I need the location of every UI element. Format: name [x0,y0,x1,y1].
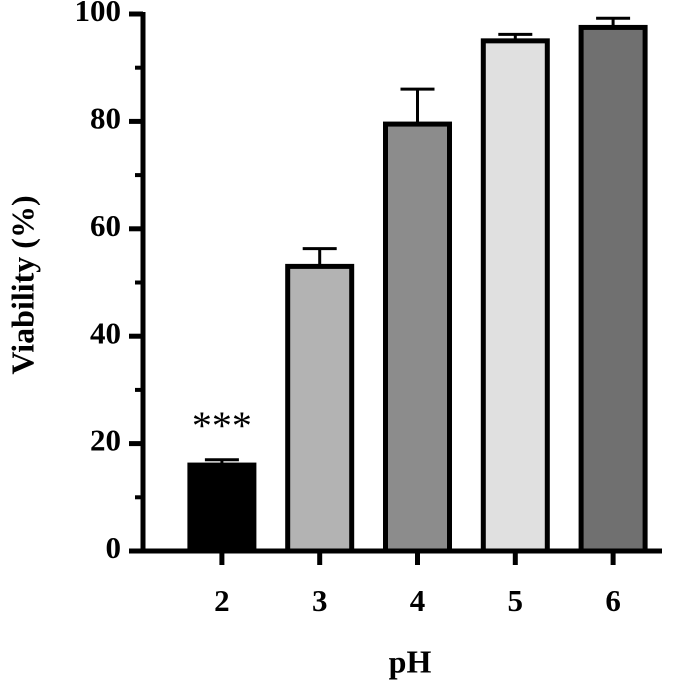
x-tick-label: 2 [214,583,230,618]
x-tick-label: 6 [605,583,621,618]
y-axis-label: Viability (%) [4,195,40,374]
bar [578,24,648,554]
bar [383,121,452,554]
y-tick-label: 80 [90,101,121,136]
y-tick-label: 20 [90,423,121,458]
x-tick-label: 4 [410,583,426,618]
y-tick-label: 0 [106,530,122,565]
bar [480,38,550,554]
y-tick-label: 40 [90,315,121,350]
bar [285,263,355,554]
x-tick-label: 3 [312,583,328,618]
x-tick-label: 5 [508,583,524,618]
annotation: *** [192,403,252,448]
y-tick-label: 100 [75,0,122,28]
y-tick-label: 60 [90,208,121,243]
bar [187,462,257,554]
x-axis-label: pH [389,643,432,679]
